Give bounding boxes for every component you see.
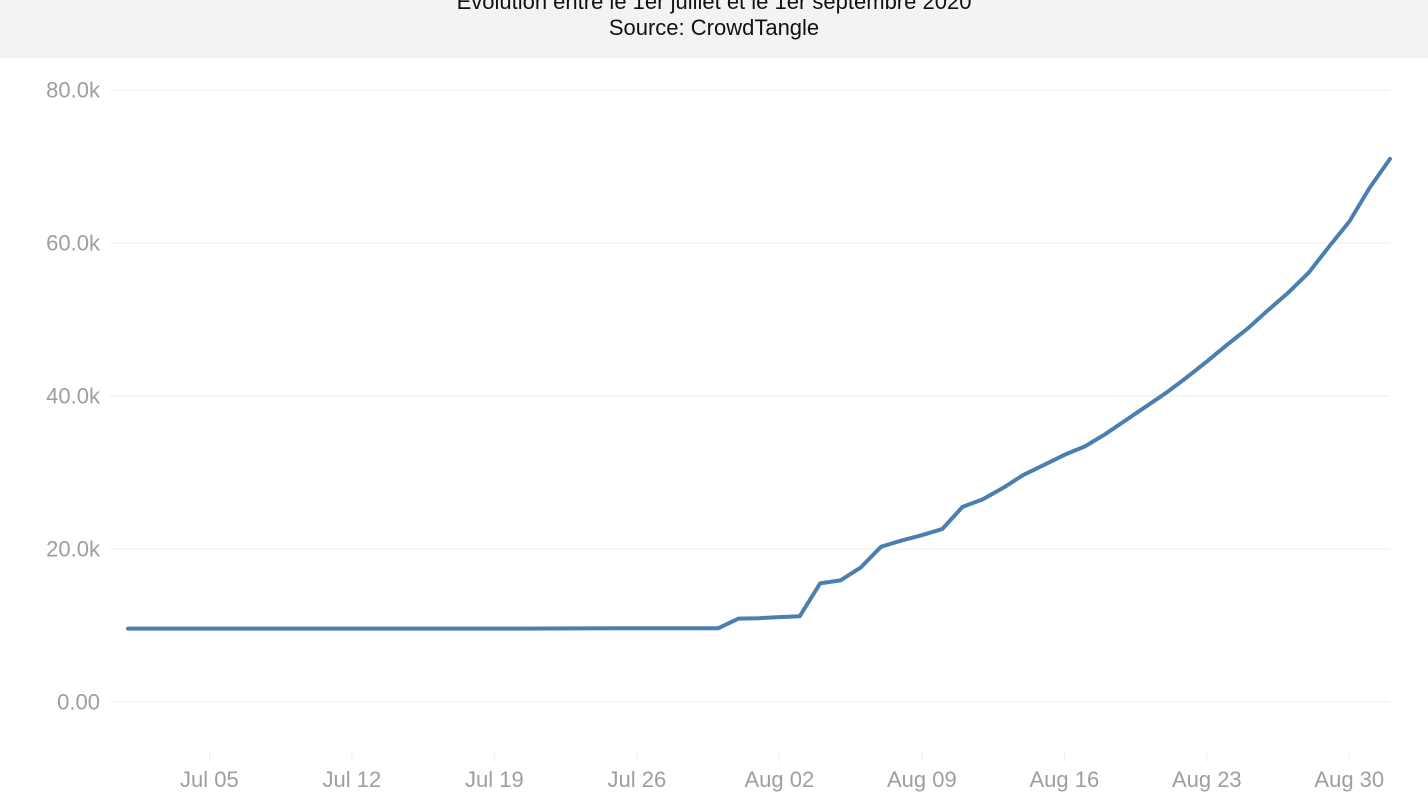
y-axis-labels: 0.00 20.0k 40.0k 60.0k 80.0k <box>46 78 101 715</box>
gridlines <box>110 89 1390 703</box>
x-tick-label: Jul 05 <box>180 767 239 792</box>
chart-subtitle: Évolution entre le 1er juillet et le 1er… <box>456 0 972 14</box>
y-tick-label: 60.0k <box>46 231 101 256</box>
x-tick-label: Aug 09 <box>887 767 957 792</box>
series-line <box>126 156 1392 631</box>
y-tick-label: 0.00 <box>57 690 100 715</box>
x-tick-label: Jul 19 <box>465 767 524 792</box>
x-tick-label: Aug 30 <box>1314 767 1384 792</box>
x-tick-label: Aug 16 <box>1029 767 1099 792</box>
y-tick-label: 80.0k <box>46 78 101 103</box>
x-tick-label: Jul 12 <box>323 767 382 792</box>
x-axis-ticks <box>208 752 1350 762</box>
x-tick-label: Aug 02 <box>744 767 814 792</box>
chart-source: Source: CrowdTangle <box>608 15 820 40</box>
y-tick-label: 40.0k <box>46 384 101 409</box>
y-tick-label: 20.0k <box>46 537 101 562</box>
chart-header: Évolution entre le 1er juillet et le 1er… <box>0 0 1428 58</box>
x-tick-label: Aug 23 <box>1172 767 1242 792</box>
x-axis-labels: Jul 05 Jul 12 Jul 19 Jul 26 Aug 02 Aug 09 Aug … <box>180 767 1384 792</box>
series-layer <box>126 156 1392 631</box>
x-tick-label: Jul 26 <box>608 767 667 792</box>
